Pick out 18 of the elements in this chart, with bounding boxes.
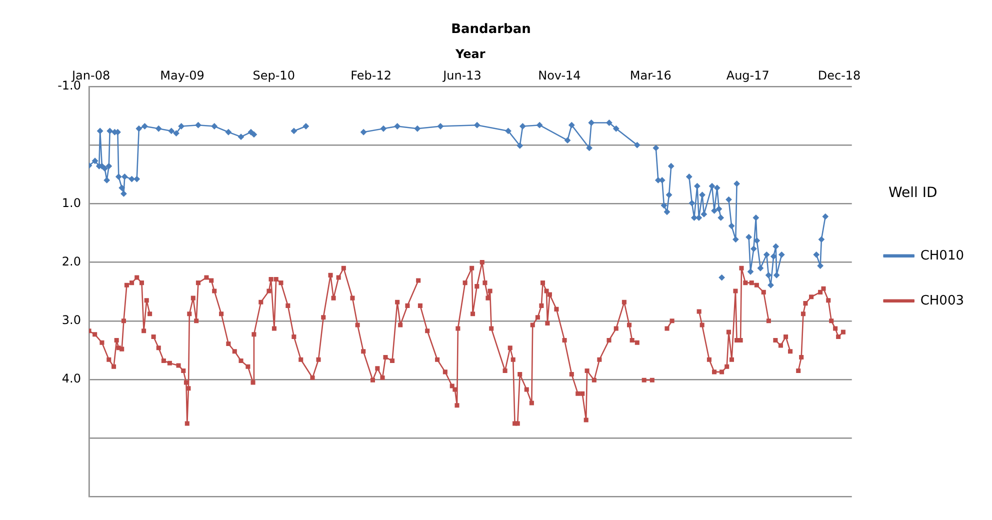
x-tick-label: Aug-17 — [726, 68, 770, 82]
legend-title: Well ID — [888, 185, 938, 202]
x-tick-label: Jun-13 — [442, 68, 482, 82]
chart-title: Bandarban — [451, 22, 531, 38]
y-tick-label: 3.0 — [62, 313, 81, 328]
legend-label: CH010 — [920, 248, 964, 264]
y-tick-label: 2.0 — [62, 254, 81, 268]
x-tick-label: Feb-12 — [350, 68, 392, 82]
x-tick-label: Nov-14 — [538, 68, 581, 82]
x-axis-title: Year — [454, 46, 486, 61]
x-tick-label: Mar-16 — [630, 68, 672, 82]
x-tick-label: Sep-10 — [252, 68, 295, 82]
y-tick-label: 1.0 — [62, 196, 81, 210]
x-tick-label: Dec-18 — [818, 68, 861, 82]
x-tick-label: May-09 — [160, 68, 204, 82]
legend-label: CH003 — [920, 293, 964, 308]
x-tick-label: Jan-08 — [71, 68, 110, 82]
y-tick-label: 4.0 — [62, 372, 81, 386]
